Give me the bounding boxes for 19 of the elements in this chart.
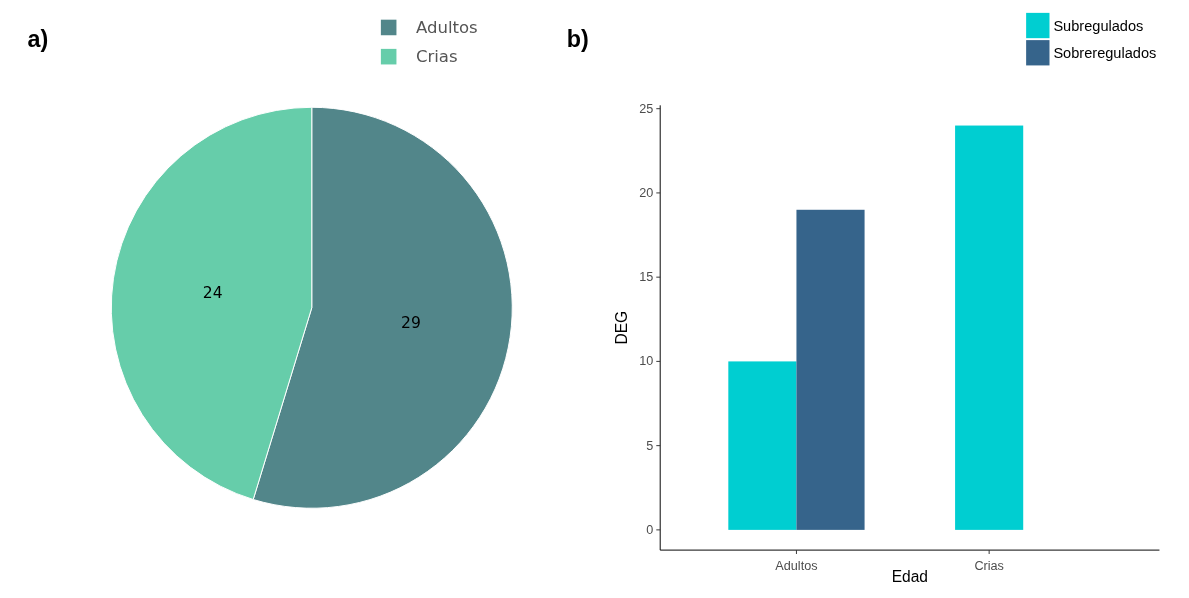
legend-label: Adultos [415,17,478,37]
y-axis-title: DEG [613,310,631,345]
legend-label: Subregulados [1053,17,1144,34]
chart-title: a) [27,25,49,52]
data-label: 24 [202,283,223,302]
bar [796,209,865,530]
data-label: 29 [401,313,421,332]
bar [728,361,797,530]
y-tick-label: 5 [646,438,654,453]
y-tick-label: 25 [639,101,654,116]
legend-label: Crias [415,47,458,67]
y-tick-label: 10 [639,354,654,369]
x-axis-title: Edad [891,568,929,586]
bar [955,125,1024,530]
y-tick-label: 15 [639,270,654,285]
y-tick-label: 0 [646,522,654,537]
y-tick-label: 20 [639,185,654,200]
legend-label: Sobreregulados [1053,44,1157,61]
chart-title: b) [566,25,589,52]
